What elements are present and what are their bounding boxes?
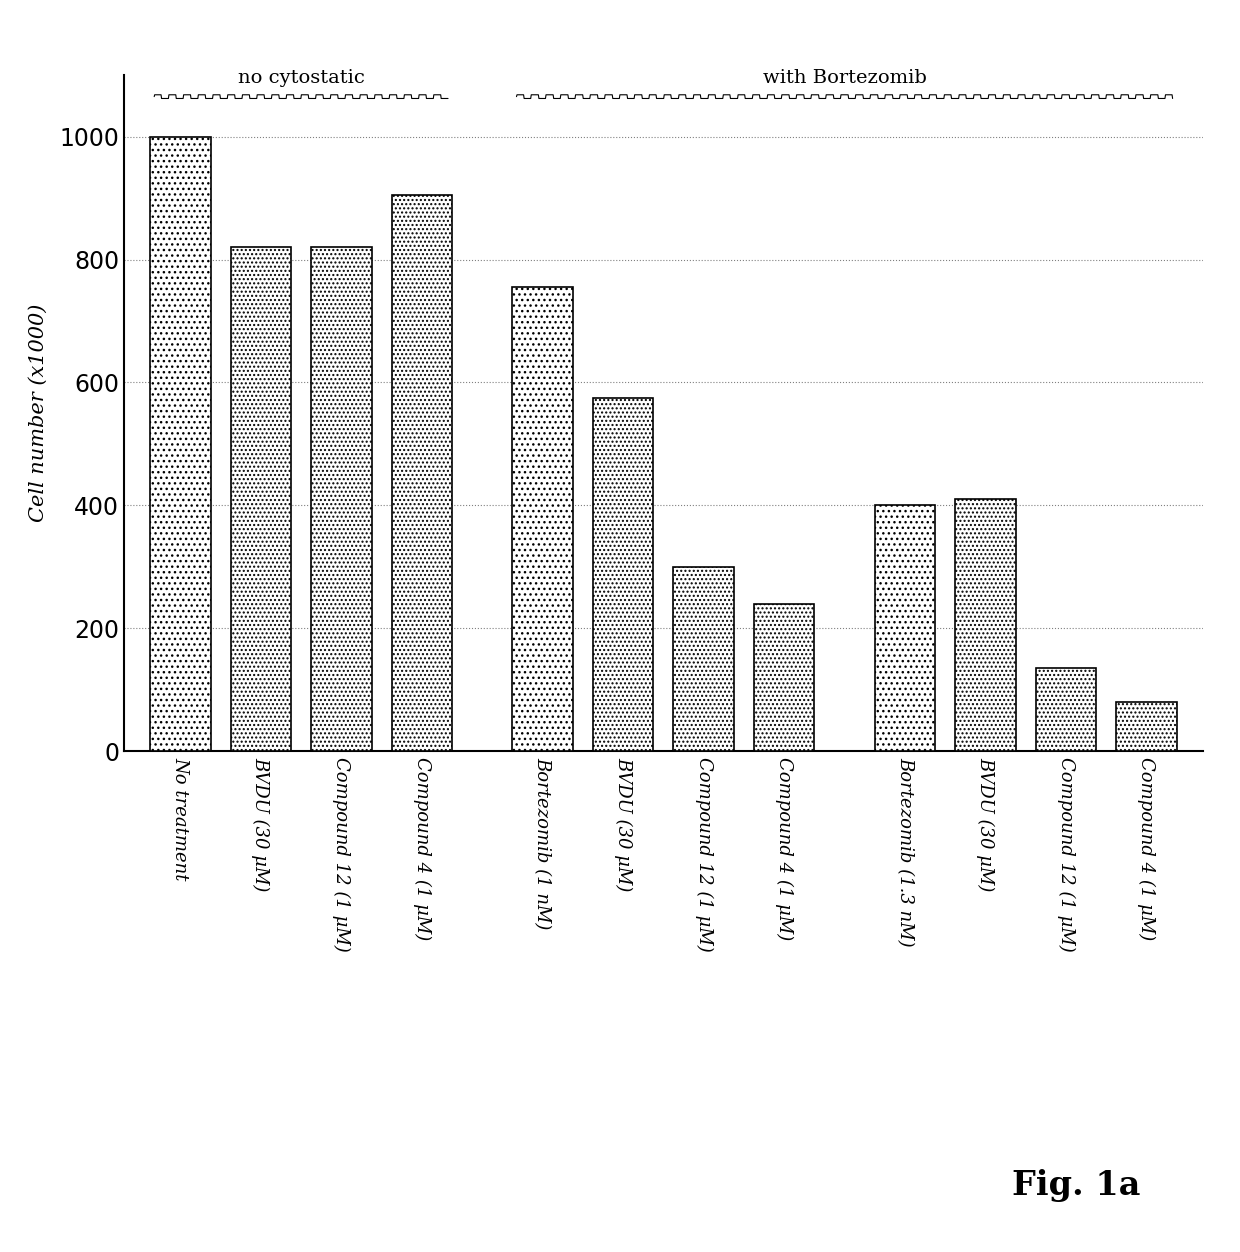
Text: with Bortezomib: with Bortezomib bbox=[763, 69, 926, 88]
Bar bbox=[1035, 669, 1096, 751]
Bar bbox=[754, 603, 815, 751]
Bar bbox=[673, 567, 734, 751]
Bar bbox=[150, 136, 211, 751]
Bar bbox=[874, 506, 935, 751]
Bar bbox=[392, 195, 453, 751]
Bar bbox=[231, 247, 291, 751]
Bar bbox=[1116, 702, 1177, 751]
Bar bbox=[512, 287, 573, 751]
Text: no cytostatic: no cytostatic bbox=[238, 69, 365, 88]
Text: Fig. 1a: Fig. 1a bbox=[1012, 1169, 1141, 1202]
Bar bbox=[955, 500, 1016, 751]
Bar bbox=[593, 398, 653, 751]
Y-axis label: Cell number (x1000): Cell number (x1000) bbox=[30, 304, 48, 522]
Bar bbox=[311, 247, 372, 751]
